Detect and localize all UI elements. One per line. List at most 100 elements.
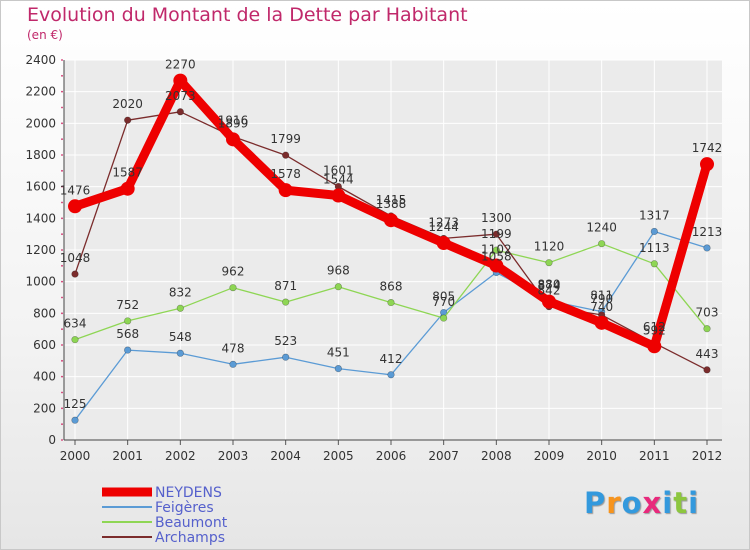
y-minor-tick — [61, 375, 63, 378]
data-point — [331, 188, 346, 203]
data-point — [436, 236, 451, 251]
data-point — [650, 227, 658, 236]
y-minor-tick — [61, 359, 63, 362]
legend-label: Archamps — [155, 530, 225, 546]
y-minor-tick — [61, 59, 63, 61]
data-label: 1899 — [218, 116, 249, 130]
data-point — [492, 230, 500, 238]
data-point — [282, 151, 290, 159]
data-label: 1199 — [481, 227, 512, 241]
data-label: 1102 — [481, 243, 512, 257]
data-label: 1213 — [692, 225, 723, 239]
data-point — [700, 157, 714, 172]
data-label: 548 — [169, 330, 192, 344]
data-label: 478 — [222, 341, 245, 355]
data-point — [282, 353, 290, 361]
data-point — [173, 73, 188, 88]
data-label: 842 — [538, 284, 561, 298]
y-minor-tick — [61, 249, 63, 251]
data-point — [68, 199, 82, 214]
data-label: 1120 — [534, 240, 565, 254]
data-point — [542, 294, 556, 309]
y-minor-tick — [61, 296, 63, 299]
x-tick-label: 2011 — [639, 449, 670, 463]
data-label: 1476 — [60, 183, 91, 197]
data-point — [598, 240, 606, 248]
y-tick-label: 1800 — [25, 148, 56, 162]
y-minor-tick — [61, 201, 63, 204]
legend-label: Feigères — [155, 500, 214, 516]
data-label: 1300 — [481, 211, 512, 225]
data-label: 2020 — [112, 97, 143, 111]
data-point — [334, 283, 342, 291]
logo-letter: o — [621, 486, 643, 520]
data-label: 703 — [696, 306, 719, 320]
data-point — [229, 284, 237, 292]
data-label: 1113 — [639, 241, 670, 255]
x-tick-label: 2009 — [534, 449, 565, 463]
data-point — [124, 346, 132, 354]
data-point — [282, 298, 290, 306]
legend-label: Beaumont — [155, 515, 228, 531]
x-tick-label: 2005 — [323, 449, 354, 463]
y-minor-tick — [61, 407, 63, 410]
data-label: 1388 — [376, 197, 407, 211]
logo-letter: i — [662, 486, 674, 520]
x-tick-label: 2003 — [218, 449, 249, 463]
data-label: 612 — [643, 320, 666, 334]
data-label: 832 — [169, 285, 192, 299]
data-label: 1058 — [481, 249, 512, 263]
data-label: 592 — [643, 323, 666, 337]
y-minor-tick — [61, 439, 63, 441]
data-point — [226, 132, 240, 147]
data-point — [650, 260, 658, 268]
data-label: 968 — [327, 264, 350, 278]
data-point — [384, 213, 398, 228]
x-tick-label: 2006 — [376, 449, 407, 463]
chart-title: Evolution du Montant de la Dette par Hab… — [27, 4, 468, 26]
data-point — [492, 246, 500, 254]
data-label: 962 — [222, 265, 245, 279]
data-point — [703, 244, 711, 252]
y-minor-tick — [61, 264, 63, 267]
y-minor-tick — [61, 344, 63, 346]
data-label: 1317 — [639, 208, 670, 222]
data-label: 1240 — [586, 221, 617, 235]
data-point — [71, 270, 79, 278]
data-point — [278, 183, 293, 198]
data-label: 443 — [696, 347, 719, 361]
y-minor-tick — [61, 90, 63, 93]
y-tick-label: 2200 — [25, 85, 56, 99]
logo-letter: P — [584, 486, 607, 520]
data-label: 1244 — [428, 220, 459, 234]
data-point — [440, 314, 448, 322]
logo-letter: r — [606, 486, 622, 520]
y-tick-label: 2000 — [25, 116, 56, 130]
y-tick-label: 1400 — [25, 211, 56, 225]
x-tick-label: 2004 — [270, 449, 301, 463]
data-label: 2073 — [165, 89, 196, 103]
logo-letter: t — [673, 486, 689, 520]
data-point — [387, 371, 395, 379]
data-point — [489, 258, 504, 273]
data-label: 1601 — [323, 164, 354, 178]
y-minor-tick — [61, 185, 63, 188]
data-label: 1578 — [270, 167, 301, 181]
data-label: 1799 — [270, 132, 301, 146]
y-tick-label: 200 — [33, 401, 56, 415]
data-label: 1916 — [218, 114, 249, 128]
data-point — [647, 339, 662, 354]
data-point — [229, 360, 237, 368]
data-label: 871 — [274, 279, 297, 293]
y-minor-tick — [61, 154, 63, 156]
y-minor-tick — [61, 391, 63, 394]
y-minor-tick — [61, 106, 63, 109]
data-label: 125 — [64, 397, 87, 411]
data-point — [71, 416, 79, 424]
y-minor-tick — [61, 74, 63, 77]
x-tick-label: 2007 — [428, 449, 459, 463]
data-label: 1273 — [428, 215, 459, 229]
x-tick-label: 2000 — [60, 449, 91, 463]
data-label: 740 — [590, 300, 613, 314]
logo-letter: i — [688, 486, 700, 520]
